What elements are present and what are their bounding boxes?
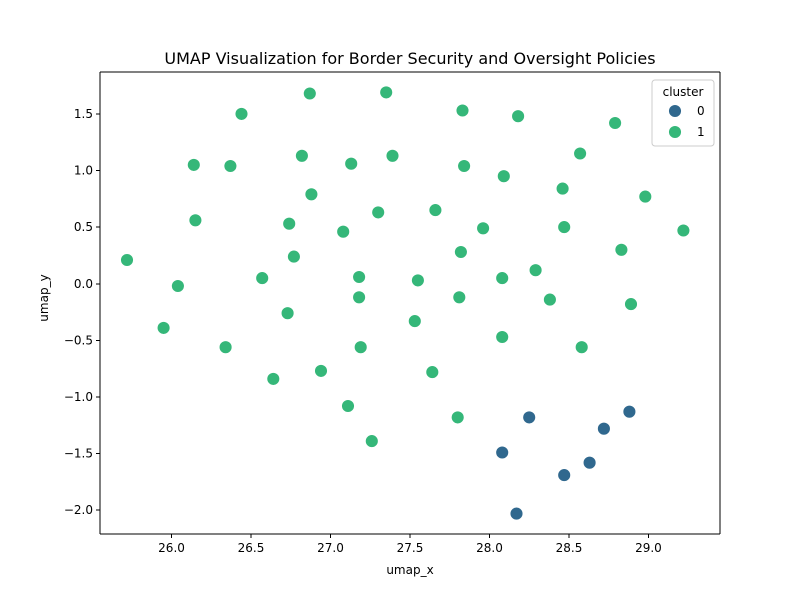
cluster-1-point (282, 216, 297, 231)
cluster-1-point (425, 365, 440, 380)
legend-label-0: 0 (697, 104, 705, 118)
cluster-1-point (120, 253, 134, 267)
cluster-1-point (542, 292, 557, 307)
cluster-1-point (608, 116, 623, 130)
x-tick-label: 27.5 (397, 541, 424, 555)
legend-frame (651, 79, 715, 147)
cluster-1-point (457, 159, 472, 173)
cluster-1-point (344, 156, 359, 171)
cluster-1-point (280, 306, 295, 321)
cluster-1-point (428, 203, 443, 218)
x-tick-label: 28.5 (556, 541, 583, 555)
cluster-0-point (582, 455, 597, 470)
cluster-1-point (286, 249, 301, 264)
cluster-1-point (352, 270, 367, 284)
cluster-1-point (624, 297, 638, 312)
y-tick-label: −2.0 (64, 503, 93, 517)
cluster-1-point (614, 242, 629, 257)
y-axis-title: umap_y (37, 274, 51, 321)
cluster-0-point (557, 468, 572, 483)
cluster-1-point (266, 371, 281, 386)
cluster-1-point (234, 106, 249, 121)
cluster-1-point (638, 189, 653, 204)
cluster-1-point (156, 320, 171, 335)
x-tick-label: 26.5 (238, 541, 265, 555)
cluster-1-point (223, 159, 238, 173)
cluster-1-point (302, 86, 317, 101)
legend-entries: 01 (668, 104, 705, 139)
cluster-0-point (596, 421, 611, 436)
y-tick-label: 1.0 (74, 164, 93, 178)
y-tick-label: −1.5 (64, 447, 93, 461)
y-axis: −2.0 −1.5 −1.0 −0.5 0.0 0.5 1.0 1.5 (64, 107, 100, 517)
cluster-1-point (453, 245, 468, 259)
cluster-0-point (495, 445, 510, 460)
cluster-1-point (573, 146, 588, 161)
cluster-1-point (455, 103, 470, 118)
cluster-1-point (410, 273, 425, 288)
y-tick-label: −0.5 (64, 333, 93, 347)
y-tick-label: −1.0 (64, 390, 93, 404)
plot-frame (99, 71, 721, 535)
cluster-1-point (341, 399, 355, 413)
cluster-1-point (385, 148, 400, 163)
x-tick-label: 28.0 (476, 541, 503, 555)
x-tick-label: 29.0 (635, 541, 662, 555)
x-tick-label: 27.0 (317, 541, 344, 555)
cluster-1-point (352, 290, 367, 305)
chart-title: UMAP Visualization for Border Security a… (164, 49, 655, 68)
cluster-1-point (407, 314, 422, 329)
cluster-1-point (364, 434, 379, 449)
x-axis: 26.0 26.5 27.0 27.5 28.0 28.5 29.0 (158, 534, 662, 555)
cluster-1-point (450, 410, 465, 425)
x-axis-title: umap_x (386, 563, 433, 577)
legend-label-1: 1 (697, 125, 705, 139)
cluster-1-point (188, 213, 203, 228)
y-tick-label: 0.5 (74, 220, 93, 234)
cluster-1-point (676, 223, 691, 238)
cluster-1-point (511, 109, 526, 124)
cluster-1-point (186, 157, 201, 172)
cluster-1-point (336, 224, 351, 239)
cluster-1-point (379, 85, 394, 100)
y-tick-label: 0.0 (74, 277, 93, 291)
cluster-1-point (170, 279, 185, 293)
legend-title: cluster (663, 85, 704, 99)
cluster-1-point (557, 220, 572, 235)
cluster-0-point (522, 410, 537, 425)
cluster-1-point (294, 148, 309, 163)
cluster-1-point (353, 340, 368, 355)
cluster-1-point (495, 271, 510, 286)
y-tick-label: 1.5 (74, 107, 93, 121)
cluster-1-point (495, 330, 510, 344)
x-tick-label: 26.0 (158, 541, 185, 555)
legend-marker-0 (668, 104, 682, 118)
cluster-1-point (555, 181, 570, 196)
cluster-1-point (371, 205, 386, 220)
cluster-1-point (452, 290, 467, 305)
legend-marker-1 (668, 125, 682, 139)
cluster-0-point (622, 404, 637, 419)
cluster-1-point (304, 187, 319, 202)
cluster-1-point (218, 340, 233, 355)
cluster-1-point (255, 271, 270, 286)
cluster-1-point (528, 263, 543, 278)
cluster-1-point (574, 340, 589, 355)
cluster-0-point (509, 506, 524, 521)
cluster-1-point (314, 363, 328, 378)
legend: cluster 01 (651, 79, 715, 147)
cluster-1-point (476, 221, 491, 236)
data-points (120, 85, 691, 521)
cluster-1-point (496, 169, 511, 184)
